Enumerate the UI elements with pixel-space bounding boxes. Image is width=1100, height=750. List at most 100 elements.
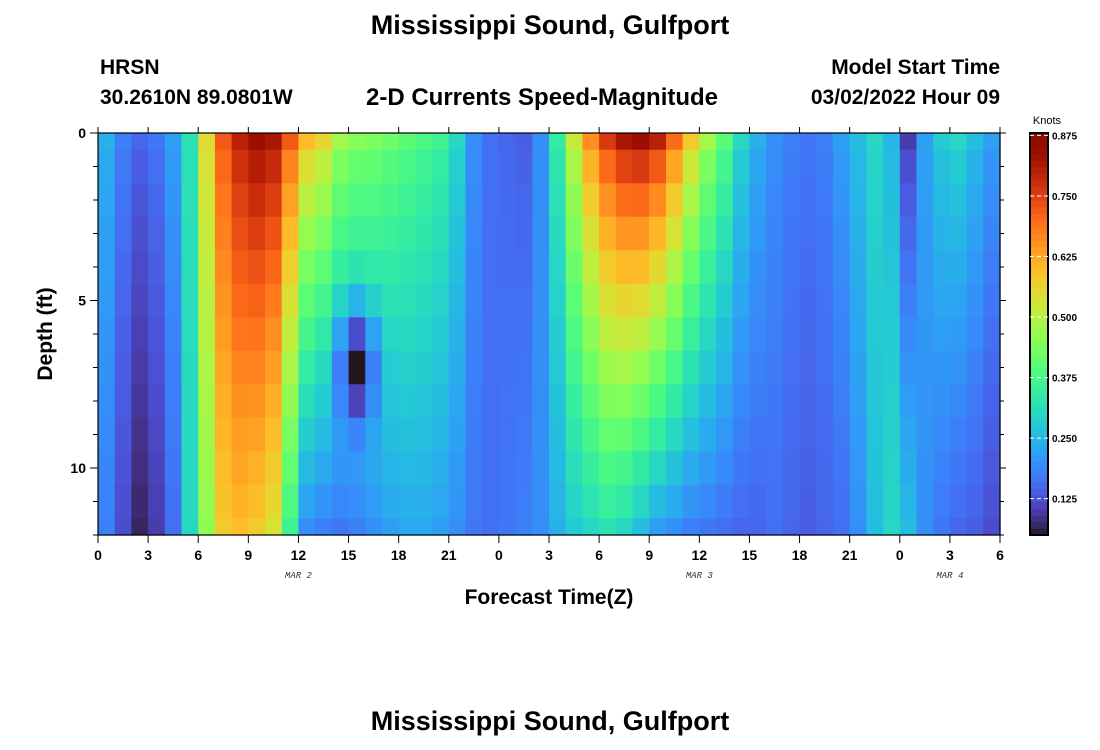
heatmap-cell	[164, 518, 183, 536]
heatmap-cell	[849, 283, 867, 318]
heatmap-cell	[432, 250, 450, 285]
heatmap-cell	[599, 518, 617, 536]
heatmap-cell	[381, 518, 400, 536]
heatmap-cell	[682, 216, 700, 251]
heatmap-cell	[649, 133, 667, 151]
heatmap-cell	[749, 216, 767, 251]
heatmap-cell	[866, 384, 884, 419]
heatmap-cell	[432, 350, 450, 385]
heatmap-cell	[716, 484, 734, 519]
heatmap-cell	[549, 283, 567, 318]
heatmap-cell	[214, 417, 233, 452]
heatmap-cell	[933, 518, 951, 536]
heatmap-cell	[782, 133, 801, 151]
heatmap-cell	[181, 518, 199, 536]
heatmap-cell	[515, 183, 533, 218]
y-tick-label: 0	[78, 125, 86, 141]
heatmap-cell	[281, 283, 300, 318]
heatmap-cell	[231, 250, 249, 285]
heatmap-cell	[98, 417, 116, 452]
heatmap-cell	[699, 317, 717, 352]
heatmap-cell	[699, 183, 717, 218]
heatmap-cell	[749, 384, 767, 419]
heatmap-cell	[532, 518, 550, 536]
heatmap-cell	[949, 250, 968, 285]
heatmap-cell	[181, 417, 199, 452]
heatmap-cell	[782, 149, 801, 184]
heatmap-cell	[782, 518, 801, 536]
colorbar-swatch	[1030, 139, 1048, 147]
heatmap-cell	[331, 451, 350, 486]
heatmap-cell	[448, 216, 467, 251]
heatmap-cell	[732, 317, 751, 352]
heatmap-cell	[281, 183, 300, 218]
heatmap-cell	[148, 283, 166, 318]
heatmap-cell	[398, 317, 416, 352]
heatmap-cell	[549, 484, 567, 519]
heatmap-cell	[883, 149, 901, 184]
heatmap-cell	[214, 384, 233, 419]
heatmap-cell	[482, 183, 500, 218]
heatmap-cell	[482, 149, 500, 184]
colorbar-swatch	[1030, 441, 1048, 449]
heatmap-cell	[398, 283, 416, 318]
heatmap-cell	[933, 484, 951, 519]
y-tick-label: 5	[78, 293, 86, 309]
heatmap-cell	[498, 183, 517, 218]
heatmap-cell	[131, 183, 149, 218]
heatmap-cell	[114, 133, 132, 151]
heatmap-cell	[899, 250, 918, 285]
heatmap-cell	[231, 484, 249, 519]
heatmap-cell	[131, 133, 149, 151]
heatmap-cell	[849, 133, 867, 151]
heatmap-cell	[866, 149, 884, 184]
colorbar: Knots 0.875 0.750 0.625 0.500 0.375 0.250 0.125	[1029, 115, 1077, 536]
heatmap-cell	[799, 384, 817, 419]
heatmap-cell	[615, 133, 634, 151]
colorbar-swatch	[1030, 414, 1048, 422]
heatmap-cell	[248, 518, 266, 536]
heatmap-cell	[816, 484, 834, 519]
heatmap-cell	[665, 451, 684, 486]
heatmap-cell	[231, 350, 249, 385]
heatmap-cell	[983, 417, 1001, 452]
heatmap-cell	[331, 417, 350, 452]
heatmap-cell	[933, 133, 951, 151]
heatmap-cell	[933, 283, 951, 318]
heatmap-cell	[883, 283, 901, 318]
heatmap-cell	[515, 350, 533, 385]
heatmap-cell	[766, 149, 784, 184]
heatmap-cell	[916, 283, 934, 318]
heatmap-cell	[148, 518, 166, 536]
heatmap-cell	[281, 149, 300, 184]
heatmap-cell	[816, 451, 834, 486]
heatmap-cell	[966, 518, 984, 536]
heatmap-cell	[465, 417, 483, 452]
heatmap-cell	[365, 451, 383, 486]
heatmap-cell	[114, 451, 132, 486]
heatmap-cell	[448, 417, 467, 452]
heatmap-cell	[916, 350, 934, 385]
heatmap-cell	[365, 484, 383, 519]
x-tick-label: 0	[896, 547, 904, 563]
heatmap-cell	[131, 518, 149, 536]
heatmap-cell	[983, 317, 1001, 352]
heatmap-cell	[98, 317, 116, 352]
colorbar-swatch	[1030, 501, 1048, 509]
heatmap-cell	[565, 350, 583, 385]
heatmap-cell	[331, 518, 350, 536]
heatmap-cell	[632, 216, 650, 251]
heatmap-cell	[164, 484, 183, 519]
heatmap-cell	[114, 183, 132, 218]
colorbar-tick-label: 0.375	[1052, 374, 1077, 385]
heatmap-cell	[983, 350, 1001, 385]
heatmap-cell	[732, 183, 751, 218]
heatmap-cell	[248, 250, 266, 285]
heatmap-cell	[699, 250, 717, 285]
heatmap-cell	[582, 149, 600, 184]
colorbar-swatch	[1030, 213, 1048, 221]
heatmap-cell	[933, 317, 951, 352]
colorbar-swatch	[1030, 153, 1048, 161]
heatmap-cell	[549, 250, 567, 285]
heatmap-cell	[916, 417, 934, 452]
